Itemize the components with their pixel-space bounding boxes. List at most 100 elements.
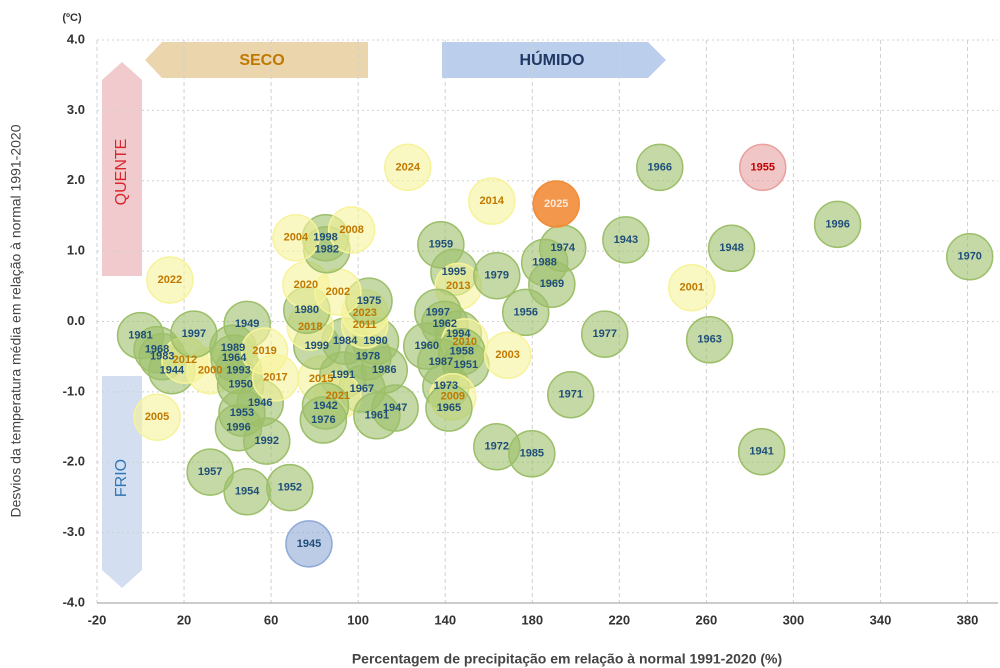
dry-arrow: [145, 42, 368, 78]
bubble-label: 1990: [363, 335, 387, 347]
bubble-label: 1997: [426, 306, 450, 318]
bubble-label: 1948: [719, 242, 743, 254]
bubble-label: 1943: [614, 234, 638, 246]
y-tick-label: 2.0: [67, 172, 85, 187]
bubble: [602, 216, 650, 264]
unit-label: (ºC): [62, 12, 82, 24]
bubble: [285, 520, 333, 568]
bubble-label: 2010: [453, 336, 477, 348]
y-tick-label: -1.0: [63, 383, 85, 398]
y-tick-label: -4.0: [63, 594, 85, 609]
bubble-label: 1951: [454, 359, 478, 371]
bubbles: [116, 143, 994, 568]
bubble-label: 2013: [446, 280, 470, 292]
bubble-label: 1986: [372, 364, 396, 376]
bubble: [501, 288, 550, 337]
bubble-label: 2001: [680, 282, 704, 294]
bubble: [468, 177, 516, 225]
wet-label: HÚMIDO: [520, 50, 585, 69]
bubble: [738, 143, 787, 192]
bubble-label: 1959: [429, 239, 453, 251]
x-tick-label: 260: [696, 612, 718, 627]
y-tick-label: 3.0: [67, 102, 85, 117]
y-tick-label: -2.0: [63, 454, 85, 469]
bubble-label: 1946: [248, 397, 272, 409]
bubble-label: 1981: [128, 329, 152, 341]
bubble-label: 1988: [532, 256, 556, 268]
bubble-label: 1963: [697, 334, 721, 346]
y-tick-label: -3.0: [63, 524, 85, 539]
bubble-label: 1977: [592, 328, 616, 340]
bubble: [532, 180, 580, 228]
bubble: [737, 427, 786, 476]
bubble-label: 2000: [198, 365, 222, 377]
bubble: [133, 393, 181, 441]
bubble: [685, 316, 734, 364]
bubble-label: 1996: [825, 218, 849, 230]
x-tick-label: 20: [177, 612, 191, 627]
bubble-label: 1978: [356, 351, 380, 363]
bubble-label: 1950: [228, 379, 252, 391]
bubble-label: 1958: [450, 346, 474, 358]
bubble-label: 1949: [235, 318, 259, 330]
bubble-label: 1952: [278, 481, 302, 493]
bubble: [483, 331, 532, 380]
x-tick-label: 340: [870, 612, 892, 627]
x-tick-label: 180: [521, 612, 543, 627]
bubble-label: 2021: [326, 390, 350, 402]
bubble-label: 1983: [150, 351, 174, 363]
bubble-label: 2012: [173, 354, 197, 366]
hot-arrow: [102, 62, 142, 276]
x-tick-label: 140: [434, 612, 456, 627]
bubble-label: 1985: [520, 448, 544, 460]
bubble-label: 1960: [414, 340, 438, 352]
bubble-label: 2018: [298, 321, 322, 333]
bubble-label: 2014: [480, 195, 505, 207]
bubble-label: 1967: [350, 383, 374, 395]
bubble-label: 1989: [221, 342, 245, 354]
bubble-label: 1942: [313, 400, 337, 412]
annotation-arrows: [102, 42, 666, 588]
bubble-label: 2011: [353, 319, 377, 331]
bubble: [425, 384, 473, 432]
bubble-label: 1984: [333, 335, 358, 347]
bubble: [813, 200, 862, 249]
x-tick-label: -20: [88, 612, 107, 627]
bubble-label: 1991: [331, 369, 355, 381]
bubble-label: 1979: [485, 270, 509, 282]
bubble: [186, 448, 234, 496]
bubble: [668, 263, 716, 312]
bubble-label: 1992: [255, 435, 279, 447]
bubble-label: 1997: [182, 328, 206, 340]
bubble-label: 1966: [648, 161, 672, 173]
bubble-label: 1956: [513, 306, 537, 318]
bubble-label: 1961: [365, 410, 389, 422]
bubble-label: 1982: [315, 244, 339, 256]
bubble-label: 1941: [749, 446, 773, 458]
bubble-label: 1998: [313, 232, 337, 244]
bubble-label: 1968: [145, 344, 169, 356]
bubble: [272, 214, 320, 262]
bubble-label: 1994: [446, 328, 471, 340]
bubble-label: 2025: [544, 198, 568, 210]
bubble-label: 2015: [309, 373, 333, 385]
bubble-label: 1999: [305, 340, 329, 352]
bubble-label: 2004: [284, 232, 309, 244]
x-tick-label: 220: [608, 612, 630, 627]
bubble: [508, 430, 556, 478]
bubble: [547, 370, 595, 419]
bubble-label: 1953: [230, 407, 254, 419]
bubble-label: 1995: [442, 266, 466, 278]
bubble-label: 1980: [295, 304, 319, 316]
bubble: [580, 310, 629, 358]
bubble-label: 1957: [198, 466, 222, 478]
bubble-label: 1970: [957, 251, 981, 263]
bubble-label: 2009: [441, 391, 465, 403]
bubble-label: 2005: [145, 411, 169, 423]
bubble-label: 2020: [294, 279, 318, 291]
bubble: [473, 252, 521, 300]
bubble-label: 2019: [252, 345, 276, 357]
cold-label: FRIO: [113, 459, 130, 497]
bubble-label: 2003: [495, 349, 519, 361]
bubble-label: 1964: [222, 352, 247, 364]
